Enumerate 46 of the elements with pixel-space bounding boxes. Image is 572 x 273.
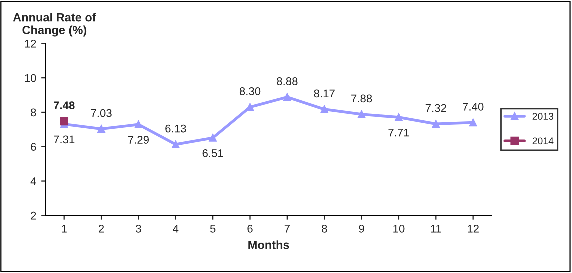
y-axis-title: Annual Rate of Change (%)	[13, 13, 96, 37]
data-label: 8.88	[277, 78, 298, 86]
x-tick-label: 5	[210, 225, 216, 233]
x-axis-title: Months	[248, 240, 290, 250]
point	[395, 114, 403, 122]
point	[470, 118, 478, 127]
x-tick-label: 7	[284, 225, 290, 233]
x-tick-label: 1	[62, 225, 67, 233]
data-label: 7.48	[54, 102, 75, 110]
point	[284, 94, 292, 102]
x-tick-label: 9	[359, 224, 364, 233]
point	[98, 125, 106, 133]
point	[209, 134, 217, 142]
y-tick-label: 2	[31, 212, 36, 220]
y-tick-label: 4	[30, 178, 36, 186]
data-label: 7.40	[463, 103, 484, 111]
data-label: 7.32	[426, 104, 446, 112]
point	[60, 117, 69, 126]
x-tick-label: 4	[173, 225, 179, 233]
data-label: 6.51	[202, 150, 224, 158]
data-label: 8.17	[314, 90, 335, 98]
legend-label: 2014	[532, 138, 554, 145]
point	[134, 120, 143, 129]
data-label: 7.29	[128, 136, 149, 144]
point	[320, 106, 328, 114]
data-label: 8.30	[240, 88, 261, 96]
x-tick-label: 6	[248, 224, 253, 233]
x-tick-label: 11	[431, 225, 442, 233]
point	[358, 110, 366, 118]
x-tick-label: 2	[99, 224, 104, 233]
y-tick-label: 6	[31, 143, 36, 152]
x-tick-label: 12	[468, 224, 479, 233]
point	[432, 120, 440, 128]
y-tick-label: 12	[25, 40, 36, 48]
x-tick-label: 10	[394, 224, 405, 233]
y-tick-label: 8	[31, 108, 36, 117]
data-label: 6.13	[166, 124, 186, 133]
data-label: 7.03	[91, 109, 112, 118]
data-label: 7.31	[54, 136, 75, 144]
point	[172, 140, 180, 148]
x-tick-label: 8	[322, 224, 328, 233]
legend-label: 2013	[532, 113, 554, 120]
y-tick-label: 10	[25, 74, 36, 82]
data-label: 7.71	[388, 128, 410, 137]
data-label: 7.88	[352, 94, 372, 103]
x-tick-label: 3	[136, 224, 142, 233]
